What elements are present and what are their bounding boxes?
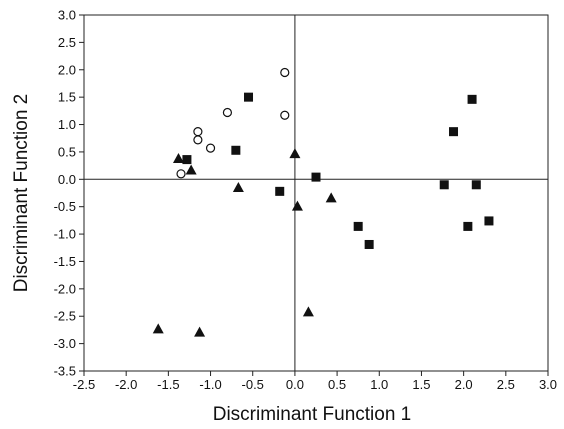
y-tick-label: -2.5	[54, 309, 76, 324]
square-point	[353, 221, 363, 231]
x-tick-label: 0.0	[286, 377, 304, 392]
y-tick-label: 1.5	[58, 90, 76, 105]
x-tick-label: -1.0	[199, 377, 221, 392]
y-tick-label: -3.5	[54, 364, 76, 379]
circle-point	[222, 107, 233, 118]
y-axis-ticks: 3.0 2.5 2.0 1.5 1.0 0.5 0.0 -0.5 -1.0 -1.5 -2.0 -2.…	[54, 8, 84, 379]
triangle-point	[289, 148, 301, 159]
x-tick-label: 2.5	[497, 377, 515, 392]
square-point	[244, 92, 254, 102]
triangle-point	[185, 164, 197, 175]
square-point	[463, 221, 473, 231]
x-axis-title: Discriminant Function 1	[213, 404, 412, 425]
y-tick-label: -0.5	[54, 199, 76, 214]
y-tick-label: -2.0	[54, 281, 76, 296]
x-tick-label: 1.0	[370, 377, 388, 392]
circle-point	[193, 127, 203, 137]
triangle-point	[325, 192, 337, 203]
circle-point	[193, 135, 203, 145]
x-tick-label: 2.0	[455, 377, 473, 392]
triangle-point	[194, 326, 206, 337]
y-axis-title: Discriminant Function 2	[11, 94, 32, 293]
triangle-point	[152, 323, 164, 334]
square-point	[311, 172, 321, 182]
circle-point	[176, 169, 186, 179]
square-point	[364, 239, 374, 249]
y-tick-label: -3.0	[54, 336, 76, 351]
square-point	[182, 155, 192, 165]
x-axis-ticks: -2.5 -2.0 -1.5 -1.0 -0.5 0.0 0.5 1.0 1.5 2.0 2.5 3.…	[73, 371, 557, 392]
circle-point	[280, 110, 290, 120]
square-point	[471, 180, 481, 190]
y-tick-label: -1.5	[54, 254, 76, 269]
y-tick-label: 0.0	[58, 172, 76, 187]
x-tick-label: 0.5	[328, 377, 346, 392]
triangle-point	[172, 152, 184, 163]
x-tick-label: -2.0	[115, 377, 137, 392]
y-tick-label: 0.5	[58, 144, 76, 159]
x-tick-label: -1.5	[157, 377, 179, 392]
square-point	[449, 127, 459, 137]
x-tick-label: -2.5	[73, 377, 95, 392]
circle-point	[205, 143, 216, 153]
square-point	[275, 186, 285, 196]
x-tick-label: 1.5	[412, 377, 430, 392]
square-point	[439, 180, 449, 190]
x-tick-label: 3.0	[539, 377, 557, 392]
square-point	[467, 94, 477, 104]
x-tick-label: -0.5	[242, 377, 264, 392]
plot-area	[83, 14, 549, 372]
y-tick-label: 2.0	[58, 62, 76, 77]
triangle-point	[291, 200, 303, 211]
y-tick-label: 1.0	[58, 117, 76, 132]
square-point	[231, 145, 241, 155]
triangle-point	[302, 306, 314, 317]
triangle-point	[232, 182, 244, 193]
y-tick-label: 2.5	[58, 35, 76, 50]
y-tick-label: -1.0	[54, 227, 76, 242]
y-tick-label: 3.0	[58, 8, 76, 23]
square-point	[484, 216, 494, 226]
data-points	[152, 67, 494, 337]
circle-point	[280, 67, 290, 78]
